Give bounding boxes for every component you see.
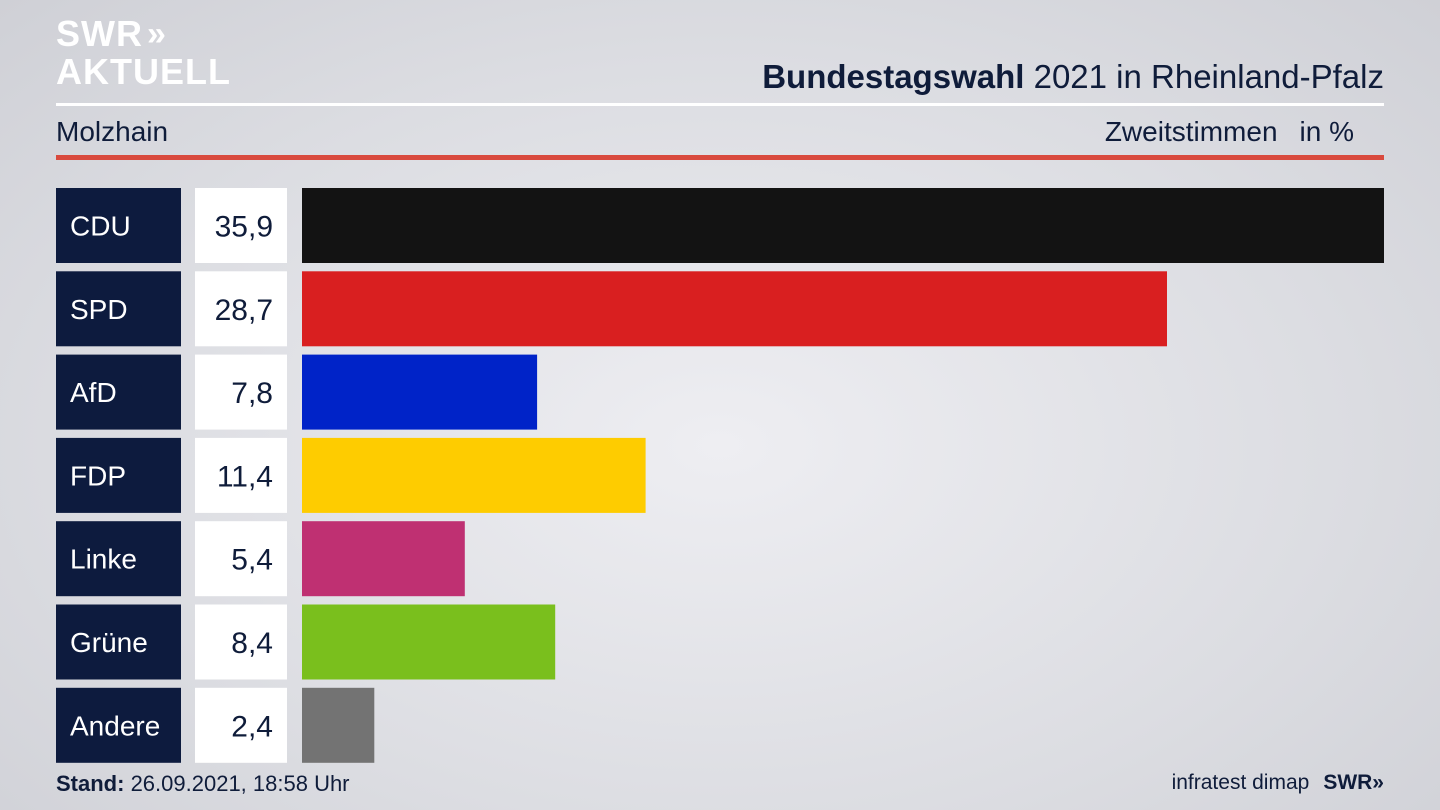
source-label: infratest dimap bbox=[1171, 771, 1310, 794]
unit-label: in % bbox=[1299, 116, 1354, 147]
vote-type-label: Zweitstimmen bbox=[1104, 116, 1278, 147]
party-label-box-andere bbox=[56, 687, 181, 763]
value-label-cdu: 35,9 bbox=[215, 211, 273, 244]
vote-type-header: Zweitstimmen in % bbox=[1105, 116, 1354, 148]
title-rest: 2021 in Rheinland-Pfalz bbox=[1024, 58, 1384, 95]
party-label-box-linke bbox=[56, 521, 181, 597]
party-label-andere: Andere bbox=[70, 710, 160, 741]
value-box-cdu bbox=[195, 188, 287, 263]
value-box-afd bbox=[195, 354, 287, 430]
stand-label: Stand: bbox=[56, 771, 125, 796]
party-label-spd: SPD bbox=[70, 294, 128, 325]
value-label-afd: 7,8 bbox=[231, 377, 273, 410]
party-label-gr-ne: Grüne bbox=[70, 627, 148, 658]
bar-andere bbox=[302, 687, 375, 763]
party-label-box-afd bbox=[56, 354, 181, 430]
title-bold: Bundestagswahl bbox=[762, 58, 1025, 95]
party-label-box-spd bbox=[56, 271, 181, 347]
party-label-box-cdu bbox=[56, 188, 181, 263]
value-label-spd: 28,7 bbox=[215, 294, 273, 327]
value-box-gr-ne bbox=[195, 604, 287, 680]
bar-cdu bbox=[302, 188, 1384, 263]
bar-gr-ne bbox=[302, 604, 556, 680]
source-credit: infratest dimap SWR» bbox=[1172, 771, 1384, 795]
party-label-box-gr-ne bbox=[56, 604, 181, 680]
value-box-spd bbox=[195, 271, 287, 347]
party-label-fdp: FDP bbox=[70, 460, 126, 491]
header-divider bbox=[56, 103, 1384, 106]
timestamp: Stand: 26.09.2021, 18:58 Uhr bbox=[56, 771, 350, 797]
swr-aktuell-logo: SWR » AKTUELL bbox=[56, 16, 231, 90]
value-label-andere: 2,4 bbox=[231, 710, 273, 743]
bar-afd bbox=[302, 354, 538, 430]
value-label-gr-ne: 8,4 bbox=[231, 627, 273, 660]
location-label: Molzhain bbox=[56, 116, 169, 147]
party-label-box-fdp bbox=[56, 437, 181, 513]
bar-linke bbox=[302, 521, 465, 597]
party-label-linke: Linke bbox=[70, 544, 137, 575]
logo-swr-text: SWR bbox=[56, 13, 143, 54]
stand-value: 26.09.2021, 18:58 Uhr bbox=[124, 771, 350, 796]
page-title: Bundestagswahl 2021 in Rheinland-Pfalz bbox=[762, 58, 1384, 96]
value-label-fdp: 11,4 bbox=[217, 460, 273, 493]
party-label-afd: AfD bbox=[70, 377, 117, 408]
value-box-andere bbox=[195, 687, 287, 763]
value-label-linke: 5,4 bbox=[231, 544, 273, 577]
swr-footer-logo: SWR» bbox=[1323, 771, 1384, 794]
value-box-fdp bbox=[195, 437, 287, 513]
value-box-linke bbox=[195, 521, 287, 597]
accent-rule bbox=[56, 155, 1384, 160]
bar-spd bbox=[302, 271, 1167, 347]
party-label-cdu: CDU bbox=[70, 211, 131, 242]
logo-aktuell-text: AKTUELL bbox=[56, 51, 231, 92]
bar-fdp bbox=[302, 437, 646, 513]
